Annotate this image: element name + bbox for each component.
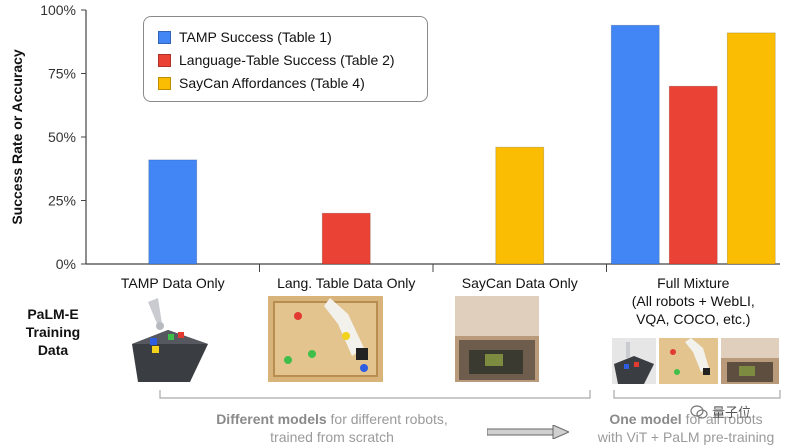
training-data-label: PaLM-E Training Data [14,305,92,359]
category-label: SayCan Data Only [462,275,578,291]
different-models-caption: Different models for different robots, t… [200,410,464,446]
full-mixture-tamp-image [612,338,656,384]
y-tick-label: 50% [48,129,76,145]
one-model-caption: One model for all robots with ViT + PaLM… [575,410,797,446]
different-models-line2: trained from scratch [270,429,394,445]
different-models-bold: Different models [216,411,327,427]
legend-item-tamp: TAMP Success (Table 1) [158,27,332,47]
training-label-line3: Data [37,342,69,358]
category-label: Lang. Table Data Only [277,275,415,291]
bar-full-mixture-series-0 [610,24,660,265]
wechat-icon [690,404,708,419]
full-mixture-language-table-image [659,338,718,384]
training-label-line2: Training [25,324,81,340]
legend-label-tamp: TAMP Success (Table 1) [179,29,332,45]
legend-item-language-table: Language-Table Success (Table 2) [158,50,395,70]
one-model-bracket [613,390,781,399]
chart-legend: TAMP Success (Table 1) Language-Table Su… [143,16,428,102]
legend-item-saycan: SayCan Affordances (Table 4) [158,73,365,93]
legend-label-saycan: SayCan Affordances (Table 4) [179,75,365,91]
legend-swatch-tamp [158,30,171,44]
y-tick-label: 0% [56,256,76,272]
full-mixture-saycan-image [721,338,779,384]
category-label: Full Mixture [657,275,730,291]
language-table-image [268,296,383,382]
legend-label-language-table: Language-Table Success (Table 2) [179,52,395,68]
legend-swatch-saycan [158,76,171,90]
bar-tamp-data-only-series-0 [148,159,198,265]
one-model-rest: for all robots [681,411,763,427]
watermark: 量子位 [690,402,751,421]
one-model-bold: One model [609,411,682,427]
arrow-icon [487,425,569,439]
training-bracket [159,390,781,399]
training-label-line1: PaLM-E [27,306,79,322]
legend-swatch-language-table [158,53,171,67]
category-label: TAMP Data Only [121,275,225,291]
y-tick-label: 75% [48,66,76,82]
y-axis-label: Success Rate or Accuracy [9,49,25,225]
watermark-text: 量子位 [712,405,752,420]
y-tick-label: 25% [48,193,76,209]
category-sublabel-line1: (All robots + WebLI, [632,293,755,309]
different-models-rest: for different robots, [326,411,448,427]
different-models-bracket [159,390,591,399]
bar-lang-table-data-only-series-1 [321,212,371,265]
bar-saycan-data-only-series-2 [495,146,545,265]
y-tick-label: 100% [40,2,76,18]
bar-full-mixture-series-2 [726,32,776,265]
category-sublabel-line2: VQA, COCO, etc.) [636,311,750,327]
bar-full-mixture-series-1 [668,85,718,265]
one-model-line2: with ViT + PaLM pre-training [597,429,775,445]
tamp-robot-image [128,296,210,382]
saycan-image [455,296,539,382]
